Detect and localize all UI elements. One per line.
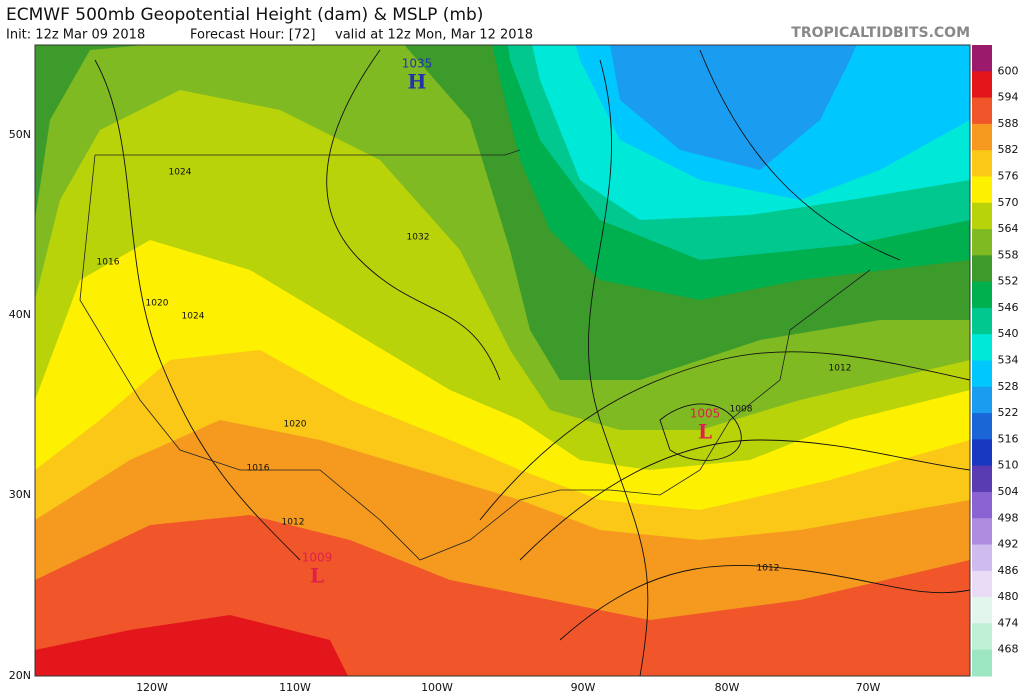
colorbar-segment bbox=[972, 71, 992, 99]
colorbar-label: 486 bbox=[998, 564, 1019, 577]
isobar bbox=[559, 565, 970, 641]
colorbar-segment bbox=[972, 570, 992, 598]
valid-time: valid at 12z Mon, Mar 12 2018 bbox=[335, 28, 533, 43]
isobar bbox=[588, 59, 649, 676]
colorbar-segment bbox=[972, 491, 992, 519]
colorbar-segment bbox=[972, 623, 992, 651]
colorbar-segment bbox=[972, 518, 992, 546]
forecast-hour: Forecast Hour: [72] bbox=[190, 28, 315, 43]
latitude-label: 30N bbox=[9, 488, 31, 501]
map-frame bbox=[34, 44, 971, 677]
colorbar-label: 570 bbox=[998, 196, 1019, 209]
isobar-label: 1008 bbox=[730, 405, 753, 415]
colorbar-segment bbox=[972, 150, 992, 177]
isobars bbox=[94, 49, 970, 676]
colorbar-segment bbox=[972, 544, 992, 572]
isobar-label: 1020 bbox=[284, 420, 307, 430]
isobar bbox=[699, 49, 901, 261]
pressure-value: 1005 bbox=[690, 407, 721, 421]
height-band bbox=[610, 45, 857, 170]
colorbar-label: 564 bbox=[998, 222, 1019, 235]
longitude-label: 100W bbox=[421, 681, 453, 694]
isobar bbox=[479, 351, 970, 521]
pressure-letter: L bbox=[310, 564, 324, 588]
borders bbox=[79, 149, 871, 561]
isobar-label: 1012 bbox=[829, 364, 852, 374]
isobar bbox=[659, 403, 742, 461]
colorbar-segment bbox=[972, 176, 992, 204]
colorbar-label: 474 bbox=[998, 616, 1019, 629]
colorbar-label: 576 bbox=[998, 169, 1019, 182]
colorbar-label: 552 bbox=[998, 275, 1019, 288]
border bbox=[79, 154, 871, 561]
isobar-label: 1020 bbox=[146, 299, 169, 309]
border bbox=[95, 149, 521, 156]
colorbar-segment bbox=[972, 255, 992, 283]
isobar-label: 1016 bbox=[247, 464, 270, 474]
isobar bbox=[326, 49, 501, 381]
map: 1024 1016 1020 1024 1032 1020 1016 1012 1012 1008… bbox=[35, 45, 970, 676]
colorbar-label: 522 bbox=[998, 406, 1019, 419]
longitude-label: 70W bbox=[856, 681, 881, 694]
longitude-label: 80W bbox=[715, 681, 740, 694]
colorbar-segment bbox=[972, 307, 992, 335]
pressure-letter: H bbox=[408, 70, 427, 94]
latitude-label: 40N bbox=[9, 308, 31, 321]
colorbar-segment bbox=[972, 229, 992, 256]
colorbar-label: 528 bbox=[998, 380, 1019, 393]
isobar-label: 1032 bbox=[407, 233, 430, 243]
colorbar-segment bbox=[972, 97, 992, 125]
longitude-label: 90W bbox=[571, 681, 596, 694]
colorbar-label: 546 bbox=[998, 301, 1019, 314]
longitude-label: 120W bbox=[136, 681, 168, 694]
colorbar-label: 540 bbox=[998, 327, 1019, 340]
colorbar-label: 582 bbox=[998, 143, 1019, 156]
colorbar-segment bbox=[972, 465, 992, 493]
colorbar-label: 516 bbox=[998, 432, 1019, 445]
isobar bbox=[94, 59, 301, 561]
isobar-label: 1016 bbox=[97, 258, 120, 268]
colorbar-label: 492 bbox=[998, 538, 1019, 551]
colorbar-label: 480 bbox=[998, 590, 1019, 603]
colorbar-segment bbox=[972, 360, 992, 388]
pressure-value: 1009 bbox=[302, 551, 333, 565]
init-time: Init: 12z Mar 09 2018 bbox=[6, 28, 145, 43]
colorbar-label: 498 bbox=[998, 511, 1019, 524]
colorbar-label: 588 bbox=[998, 117, 1019, 130]
colorbar-label: 504 bbox=[998, 485, 1019, 498]
colorbar-label: 558 bbox=[998, 248, 1019, 261]
colorbar-segment bbox=[972, 45, 992, 72]
colorbar-segment bbox=[972, 334, 992, 361]
latitude-label: 50N bbox=[9, 128, 31, 141]
title: ECMWF 500mb Geopotential Height (dam) & … bbox=[6, 5, 483, 25]
colorbar-label: 468 bbox=[998, 643, 1019, 656]
colorbar-label: 600 bbox=[998, 64, 1019, 77]
pressure-value: 1035 bbox=[402, 57, 433, 71]
colorbar-segment bbox=[972, 202, 992, 230]
colorbar-segment bbox=[972, 439, 992, 467]
colorbar-label: 534 bbox=[998, 354, 1019, 367]
colorbar-label: 510 bbox=[998, 459, 1019, 472]
isobar-label: 1012 bbox=[282, 518, 305, 528]
colorbar-segment bbox=[972, 123, 992, 151]
isobar bbox=[519, 439, 970, 561]
isobar-label: 1024 bbox=[182, 312, 205, 322]
colorbar-label: 594 bbox=[998, 91, 1019, 104]
pressure-letter: L bbox=[698, 420, 712, 444]
colorbar-segment bbox=[972, 281, 992, 309]
colorbar-segment bbox=[972, 413, 992, 440]
longitude-label: 110W bbox=[279, 681, 311, 694]
colorbar-segment bbox=[972, 386, 992, 414]
colorbar-segment bbox=[972, 597, 992, 624]
colorbar-segment bbox=[972, 649, 992, 677]
latitude-label: 20N bbox=[9, 669, 31, 682]
isobar-label: 1024 bbox=[169, 168, 192, 178]
isobar-label: 1012 bbox=[757, 564, 780, 574]
source: TROPICALTIDBITS.COM bbox=[791, 25, 970, 41]
